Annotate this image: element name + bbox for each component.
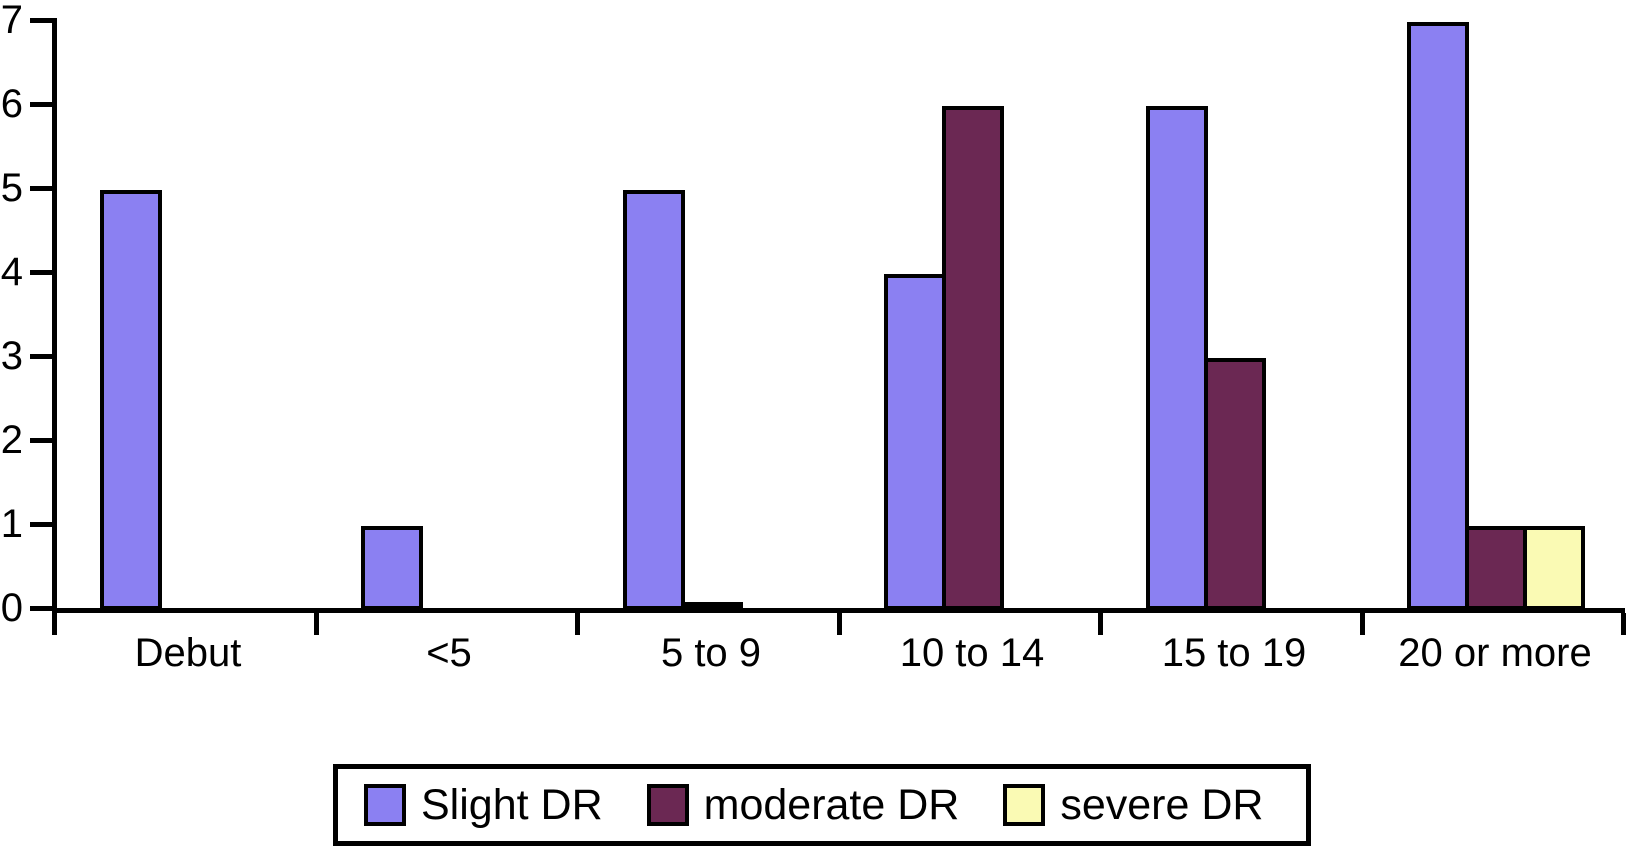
y-axis-tick-label: 0 [0, 586, 23, 630]
legend-item-moderate-dr: moderate DR [646, 780, 960, 830]
y-tick [30, 522, 52, 527]
bar-slight-dr [361, 526, 423, 610]
bar-slight-dr [1146, 106, 1208, 610]
y-axis-tick-label: 3 [0, 334, 23, 378]
x-axis-category-label: 15 to 19 [1161, 631, 1307, 675]
bar-slight-dr [1407, 22, 1469, 610]
x-axis-category-label: 20 or more [1398, 631, 1592, 675]
bar-moderate-dr [1204, 358, 1266, 610]
y-tick [30, 270, 52, 275]
y-axis-tick-label: 1 [0, 502, 23, 546]
x-axis-line [52, 608, 1625, 613]
legend-label-moderate-dr: moderate DR [703, 780, 960, 829]
bar-moderate-dr [1465, 526, 1527, 610]
bar-slight-dr [623, 190, 685, 610]
x-tick [836, 613, 842, 635]
y-tick [30, 438, 52, 443]
y-axis-tick-label: 2 [0, 418, 23, 462]
bar-moderate-dr [942, 106, 1004, 610]
legend-label-severe-dr: severe DR [1060, 780, 1264, 829]
legend: Slight DR moderate DR severe DR [333, 764, 1311, 846]
x-tick [52, 613, 57, 635]
x-tick [1621, 613, 1626, 635]
bar-severe-dr [1523, 526, 1585, 610]
x-axis-category-label: 5 to 9 [660, 631, 762, 675]
x-tick [313, 613, 319, 635]
legend-item-severe-dr: severe DR [1003, 781, 1263, 830]
legend-label-slight-dr: Slight DR [421, 780, 603, 829]
x-axis-category-label: 10 to 14 [899, 631, 1045, 675]
y-axis-tick-label: 5 [0, 166, 23, 210]
y-tick [30, 186, 52, 191]
legend-item-slight-dr: Slight DR [364, 781, 603, 830]
x-tick [1359, 613, 1365, 635]
x-tick [575, 613, 580, 635]
y-axis-tick-label: 6 [0, 82, 23, 126]
legend-swatch-slight-dr [364, 784, 406, 826]
y-tick [30, 102, 52, 107]
y-axis-tick-label: 7 [0, 0, 23, 42]
bar-slight-dr [100, 190, 162, 610]
legend-swatch-severe-dr [1003, 784, 1046, 826]
y-tick [30, 606, 52, 611]
bar-slight-dr [884, 274, 946, 610]
y-tick [30, 354, 52, 359]
y-tick [30, 18, 52, 23]
x-tick [1098, 613, 1103, 635]
bar-moderate-dr [681, 602, 743, 610]
y-axis-tick-label: 4 [0, 250, 23, 294]
legend-swatch-moderate-dr [646, 784, 689, 826]
y-axis-line [52, 18, 57, 630]
x-axis-category-label: <5 [426, 631, 472, 675]
x-axis-category-label: Debut [134, 631, 242, 675]
